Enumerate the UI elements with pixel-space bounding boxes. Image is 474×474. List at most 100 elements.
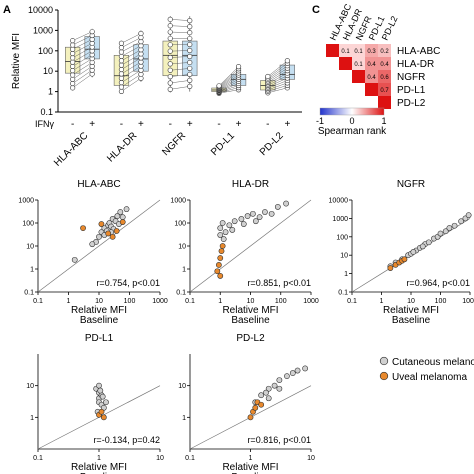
point-baseline [118,71,125,77]
cutaneous-point [410,249,417,255]
point-baseline [70,38,76,44]
point-baseline [167,86,173,92]
point-ifn [187,77,193,83]
pair-line [218,70,239,88]
diagonal-cell [326,44,339,57]
group-label: PD-L1 [209,130,237,158]
cutaneous-point [442,228,449,235]
point-baseline [70,80,76,87]
uveal-point [247,414,254,421]
point-baseline [70,68,76,74]
ifn-label: IFNγ [35,119,54,129]
pair-line [72,46,93,59]
cell-value: 0.4 [367,62,376,68]
panel-a-letter: A [3,4,11,16]
cell-value: 0.4 [367,75,376,81]
legend: Cutaneous melanoma Uveal melanoma [379,356,474,383]
point-baseline [70,50,76,57]
x-tick-label: 1 [380,298,384,305]
uveal-point [258,401,265,408]
pair-line [121,53,142,66]
scatter-title: NGFR [397,179,425,190]
pair-line [267,60,288,77]
x-tick-label: 1 [97,455,101,462]
pair-line [218,85,239,93]
pair-line [170,25,190,27]
condition-label: - [169,119,172,130]
cell-value: 0.1 [354,62,363,68]
pair-line [267,80,288,89]
pair-line [72,35,93,46]
pair-line [121,45,142,57]
heatmap-cell [378,44,391,57]
pair-line [72,31,93,41]
cutaneous-point [114,213,121,219]
pair-line [218,74,239,89]
point-baseline [118,40,125,46]
stat-annotation: r=0.964, p<0.01 [406,278,470,288]
y-tick-label: 1 [30,415,34,422]
cutaneous-point [446,225,453,231]
heatmap-cell [352,44,365,57]
pair-line [72,43,93,54]
y-tick-label: 100 [22,221,34,228]
point-baseline [167,48,173,54]
row-label: HLA-ABC [397,46,440,57]
cell-value: 0.6 [380,75,389,81]
pair-line [121,37,142,48]
cutaneous-point [263,389,269,396]
cutaneous-point [289,370,296,376]
cutaneous-point [437,230,444,237]
group-label: HLA-ABC [52,130,90,168]
pair-line [267,72,288,85]
pair-line [219,89,239,94]
y-tick-label: 10 [178,383,186,390]
point-baseline [265,73,271,80]
point-baseline [70,46,76,52]
panel-c-letter: C [312,4,320,16]
cutaneous-point [284,373,290,380]
point-baseline [167,16,173,22]
cutaneous-point [262,209,268,215]
x-axis-label: Relative MFI [71,305,127,316]
pair-line [121,78,142,92]
point-baseline [167,67,173,73]
y-tick-label: 1 [48,87,53,97]
x-axis-label: Relative MFI [383,305,439,316]
point-ifn [284,58,290,64]
heatmap-cell [378,83,391,96]
cutaneous-point [451,222,458,229]
cutaneous-point [123,206,130,213]
cutaneous-point [425,239,432,246]
y-tick-label: 10 [26,383,34,390]
pair-line [267,63,288,79]
y-tick-label: 1000 [332,216,348,223]
pair-line [267,85,288,92]
x-tick-label: 10 [407,298,415,305]
cutaneous-point [252,218,259,225]
point-baseline [70,85,76,91]
stat-annotation: r=0.851, p<0.01 [247,278,311,288]
x-tick-label: 0.1 [347,298,357,305]
y-tick-label: 10000 [28,5,53,15]
panel-c-heatmap: HLA-ABCHLA-ABCHLA-DRHLA-DRNGFRNGFRPD-L1P… [316,2,440,137]
uveal-point [113,228,120,234]
pair-line [121,61,142,75]
uveal-point [252,404,259,411]
point-ifn [89,29,95,35]
cutaneous-point [276,377,283,383]
legend-uveal-label: Uveal melanoma [392,372,467,383]
y-tick-label: 10 [340,253,348,260]
condition-label: + [187,119,193,130]
pair-line [121,69,142,83]
scatter-title: HLA-ABC [77,179,120,190]
pair-line [267,75,288,86]
pair-line [218,81,239,91]
cutaneous-point [220,236,227,242]
pair-line [267,65,288,80]
diagonal-cell [339,57,352,70]
cutaneous-point [268,210,275,217]
x-tick-label: 1000 [152,298,168,305]
row-label: HLA-DR [397,59,434,70]
